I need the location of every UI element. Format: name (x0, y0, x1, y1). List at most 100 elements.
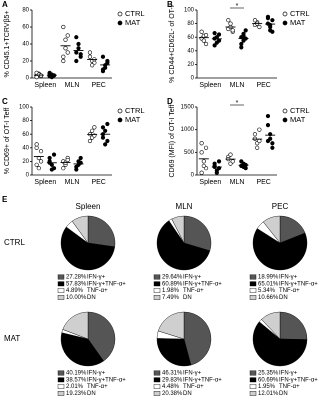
significance-mark: * (236, 100, 239, 107)
legend-swatch (57, 384, 65, 389)
data-point (216, 38, 222, 43)
data-point (265, 113, 271, 119)
data-point (199, 170, 204, 175)
legend-swatch (153, 288, 161, 293)
y-tick-label: 0 (26, 173, 30, 179)
data-point (103, 142, 108, 147)
x-tick-label: PEC (256, 82, 270, 89)
value-label: 5.34% (258, 288, 276, 294)
legend-label: DN (279, 391, 288, 397)
data-point (212, 31, 217, 36)
row-label: CTRL (4, 238, 25, 247)
legend-label: MAT (290, 18, 306, 27)
value-label: 19.23% (66, 391, 87, 397)
legend-marker (282, 117, 288, 123)
y-tick-label: 20 (22, 59, 29, 65)
value-label: 40.19% (66, 371, 87, 377)
legend-swatch (249, 384, 257, 389)
x-tick-label: Spleen (34, 82, 56, 89)
value-label: 27.28% (66, 275, 87, 281)
legend-swatch (249, 295, 257, 300)
x-tick-label: MLN (230, 82, 245, 89)
legend-label: TNF-α+ (279, 288, 300, 294)
data-point (105, 138, 110, 144)
data-point (228, 21, 233, 26)
x-tick-label: Spleen (34, 179, 56, 186)
data-point (87, 54, 93, 59)
data-point (34, 142, 39, 147)
data-point (199, 29, 204, 34)
data-point (201, 38, 206, 43)
value-label: 4.89% (66, 288, 84, 294)
data-point (100, 54, 106, 59)
y-axis-label: % CD69+ of OT-I Teff (4, 108, 11, 175)
legend-label: TNF-α+ (279, 384, 300, 390)
legend-label: TNF-α+ (183, 288, 204, 294)
data-point (34, 145, 39, 150)
value-label: 7.49% (162, 295, 180, 301)
pie-slice (156, 338, 192, 367)
legend-swatch (57, 288, 65, 293)
legend-swatch (249, 288, 257, 293)
legend-label: CTRL (290, 9, 310, 18)
legend-label: DN (279, 295, 288, 301)
data-point (243, 28, 248, 33)
legend-swatch (153, 295, 161, 300)
legend-swatch (249, 377, 257, 383)
y-tick-label: 40 (187, 48, 194, 54)
data-point (38, 159, 44, 164)
legend-label: CTRL (125, 106, 145, 115)
data-point (265, 138, 271, 144)
data-point (87, 138, 93, 144)
legend-swatch (153, 391, 161, 396)
y-tick-label: 0 (26, 76, 30, 82)
data-point (257, 127, 262, 132)
legend-marker (117, 20, 123, 26)
data-point (265, 123, 271, 128)
data-point (270, 29, 275, 34)
x-tick-label: PEC (91, 82, 105, 89)
pie-slice (60, 332, 104, 367)
data-point (105, 121, 110, 127)
data-point (103, 128, 108, 133)
value-label: 25.35% (258, 371, 279, 377)
data-point (100, 69, 106, 74)
x-tick-label: MLN (65, 82, 80, 89)
panel-label: D (167, 97, 173, 106)
data-point (203, 145, 209, 150)
data-point (214, 170, 219, 175)
data-point (257, 24, 262, 30)
legend-label: IFN-γ+TNF-α+ (183, 377, 222, 383)
row-label: MAT (4, 334, 20, 343)
legend-label: CTRL (125, 9, 145, 18)
panel-label: C (2, 97, 8, 106)
y-tick-label: 80 (22, 118, 29, 124)
legend-swatch (153, 281, 161, 287)
legend-label: MAT (125, 18, 141, 27)
y-tick-label: 60 (22, 25, 29, 31)
y-tick-label: 60 (187, 35, 194, 41)
legend-label: TNF-α+ (87, 288, 108, 294)
data-point (230, 159, 235, 164)
legend-label: TNF-α+ (87, 384, 108, 390)
data-point (239, 45, 244, 50)
data-point (252, 18, 258, 23)
data-point (265, 14, 271, 19)
legend-marker (117, 11, 123, 17)
data-point (63, 37, 68, 42)
data-point (63, 46, 68, 51)
legend-marker (282, 11, 288, 17)
data-point (252, 132, 258, 137)
pie-slice (261, 311, 281, 340)
data-point (78, 155, 83, 161)
data-point (100, 135, 106, 140)
value-label: 20.38% (162, 391, 183, 397)
legend-label: TNF-α+ (183, 384, 204, 390)
panel-label: B (167, 0, 173, 9)
value-label: 46.31% (162, 371, 183, 377)
data-point (105, 58, 110, 64)
legend-swatch (57, 281, 65, 287)
legend-marker (282, 108, 288, 114)
column-title: PEC (272, 202, 289, 211)
data-point (51, 152, 57, 157)
